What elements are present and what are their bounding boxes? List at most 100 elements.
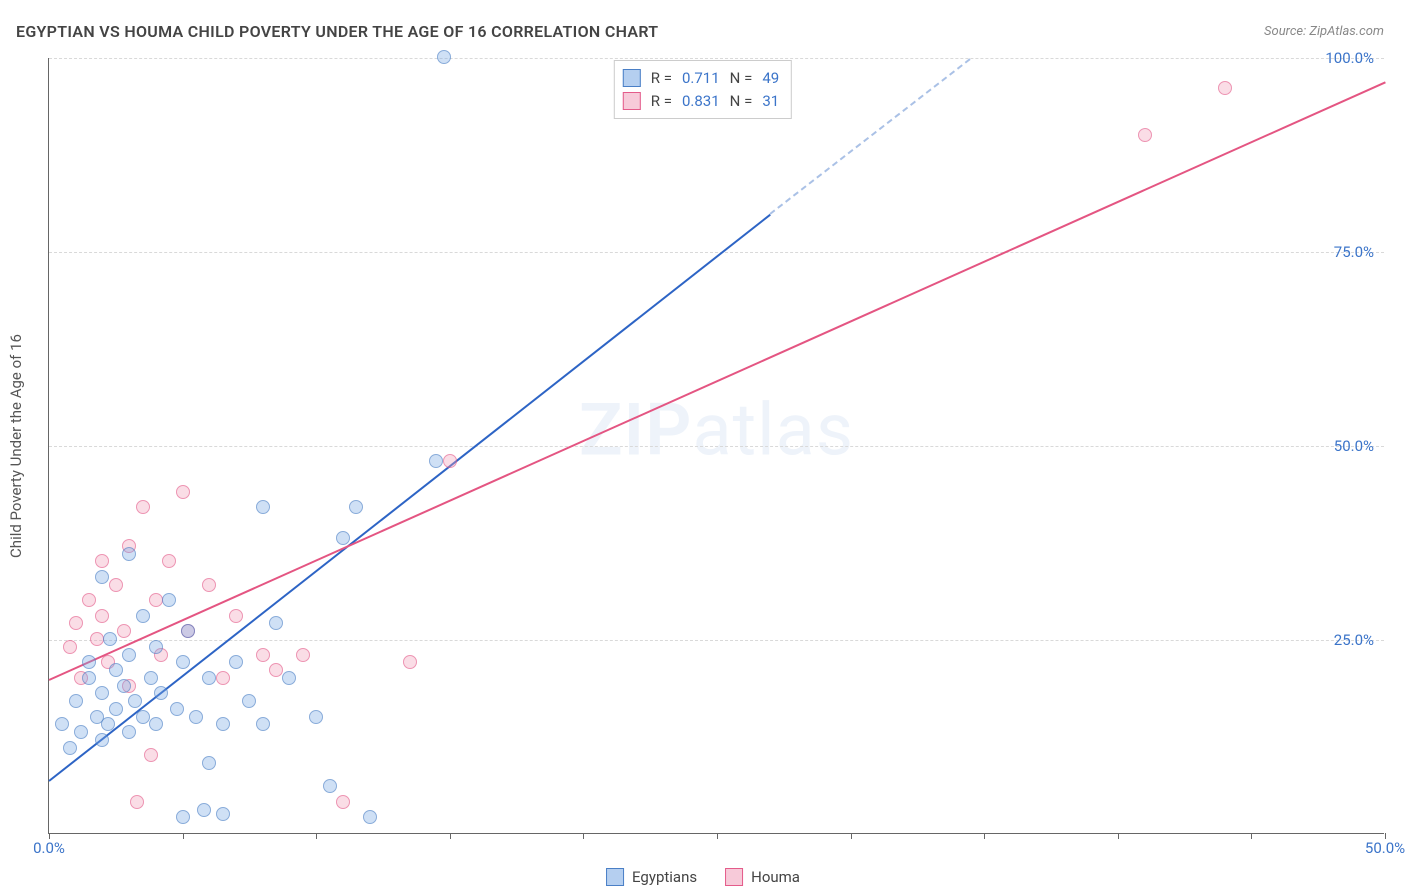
data-point-egyptians xyxy=(154,686,168,700)
data-point-egyptians xyxy=(242,694,256,708)
x-tick xyxy=(717,833,718,839)
n-label: N = xyxy=(730,90,753,113)
x-tick-label: 50.0% xyxy=(1365,839,1405,857)
data-point-egyptians xyxy=(128,694,142,708)
data-point-houma xyxy=(109,578,123,592)
data-point-egyptians xyxy=(136,609,150,623)
watermark-atlas: atlas xyxy=(692,388,854,473)
data-point-houma xyxy=(229,609,243,623)
n-value: 49 xyxy=(762,67,779,90)
x-tick xyxy=(1251,833,1252,839)
legend-label: Egyptians xyxy=(632,868,697,886)
source-attribution: Source: ZipAtlas.com xyxy=(1264,24,1384,39)
plot-area: ZIPatlas 25.0%50.0%75.0%100.0%0.0%50.0% xyxy=(48,58,1384,834)
n-label: N = xyxy=(730,67,753,90)
data-point-houma xyxy=(256,648,270,662)
data-point-egyptians xyxy=(202,671,216,685)
data-point-egyptians xyxy=(69,694,83,708)
data-point-egyptians xyxy=(95,686,109,700)
r-label: R = xyxy=(651,90,672,113)
data-point-egyptians xyxy=(82,671,96,685)
data-point-egyptians xyxy=(117,679,131,693)
data-point-egyptians xyxy=(363,810,377,824)
data-point-egyptians xyxy=(176,810,190,824)
chart-title: EGYPTIAN VS HOUMA CHILD POVERTY UNDER TH… xyxy=(16,22,658,41)
x-tick xyxy=(316,833,317,839)
data-point-egyptians xyxy=(437,50,451,64)
series-legend: Egyptians Houma xyxy=(606,868,800,886)
trendline-houma xyxy=(49,81,1386,680)
y-axis-label: Child Poverty Under the Age of 16 xyxy=(7,334,25,558)
y-tick-label: 100.0% xyxy=(1325,49,1374,67)
y-tick-label: 50.0% xyxy=(1334,437,1374,455)
data-point-egyptians xyxy=(95,733,109,747)
data-point-egyptians xyxy=(189,710,203,724)
data-point-egyptians xyxy=(149,640,163,654)
data-point-egyptians xyxy=(269,616,283,630)
data-point-egyptians xyxy=(429,454,443,468)
data-point-houma xyxy=(69,616,83,630)
data-point-egyptians xyxy=(149,717,163,731)
data-point-houma xyxy=(90,632,104,646)
gridline-h xyxy=(49,446,1384,447)
data-point-egyptians xyxy=(282,671,296,685)
legend-item-egyptians: Egyptians xyxy=(606,868,697,886)
data-point-egyptians xyxy=(122,725,136,739)
data-point-egyptians xyxy=(323,779,337,793)
data-point-houma xyxy=(176,485,190,499)
data-point-houma xyxy=(216,671,230,685)
data-point-egyptians xyxy=(336,531,350,545)
data-point-egyptians xyxy=(109,702,123,716)
data-point-houma xyxy=(63,640,77,654)
data-point-egyptians xyxy=(109,663,123,677)
legend-row-houma: R = 0.831 N = 31 xyxy=(623,90,779,113)
data-point-houma xyxy=(117,624,131,638)
data-point-houma xyxy=(1218,81,1232,95)
data-point-egyptians xyxy=(74,725,88,739)
data-point-egyptians xyxy=(216,807,230,821)
data-point-egyptians xyxy=(122,547,136,561)
data-point-egyptians xyxy=(256,717,270,731)
data-point-houma xyxy=(403,655,417,669)
x-tick-label: 0.0% xyxy=(33,839,65,857)
data-point-houma xyxy=(130,795,144,809)
x-tick xyxy=(583,833,584,839)
data-point-houma xyxy=(1138,128,1152,142)
r-value: 0.711 xyxy=(682,67,720,90)
data-point-egyptians xyxy=(197,803,211,817)
data-point-egyptians xyxy=(256,500,270,514)
correlation-legend: R = 0.711 N = 49 R = 0.831 N = 31 xyxy=(614,60,792,119)
data-point-egyptians xyxy=(202,756,216,770)
gridline-h xyxy=(49,58,1384,59)
data-point-houma xyxy=(95,554,109,568)
data-point-houma xyxy=(296,648,310,662)
x-tick xyxy=(1118,833,1119,839)
data-point-houma xyxy=(336,795,350,809)
legend-item-houma: Houma xyxy=(725,868,800,886)
data-point-egyptians xyxy=(82,655,96,669)
swatch-pink-icon xyxy=(725,868,743,886)
y-tick-label: 75.0% xyxy=(1334,243,1374,261)
data-point-egyptians xyxy=(101,717,115,731)
legend-row-egyptians: R = 0.711 N = 49 xyxy=(623,67,779,90)
data-point-houma xyxy=(149,593,163,607)
y-tick-label: 25.0% xyxy=(1334,631,1374,649)
data-point-egyptians xyxy=(144,671,158,685)
trendline-egyptians-extrapolated xyxy=(770,58,972,215)
data-point-egyptians xyxy=(122,648,136,662)
data-point-houma xyxy=(95,609,109,623)
swatch-blue-icon xyxy=(606,868,624,886)
correlation-chart: EGYPTIAN VS HOUMA CHILD POVERTY UNDER TH… xyxy=(0,0,1406,892)
data-point-egyptians xyxy=(229,655,243,669)
data-point-egyptians xyxy=(103,632,117,646)
data-point-egyptians xyxy=(349,500,363,514)
data-point-houma xyxy=(162,554,176,568)
gridline-h xyxy=(49,252,1384,253)
r-label: R = xyxy=(651,67,672,90)
data-point-houma xyxy=(82,593,96,607)
x-tick xyxy=(183,833,184,839)
data-point-egyptians xyxy=(162,593,176,607)
data-point-egyptians xyxy=(170,702,184,716)
x-tick xyxy=(851,833,852,839)
watermark: ZIPatlas xyxy=(579,388,854,473)
